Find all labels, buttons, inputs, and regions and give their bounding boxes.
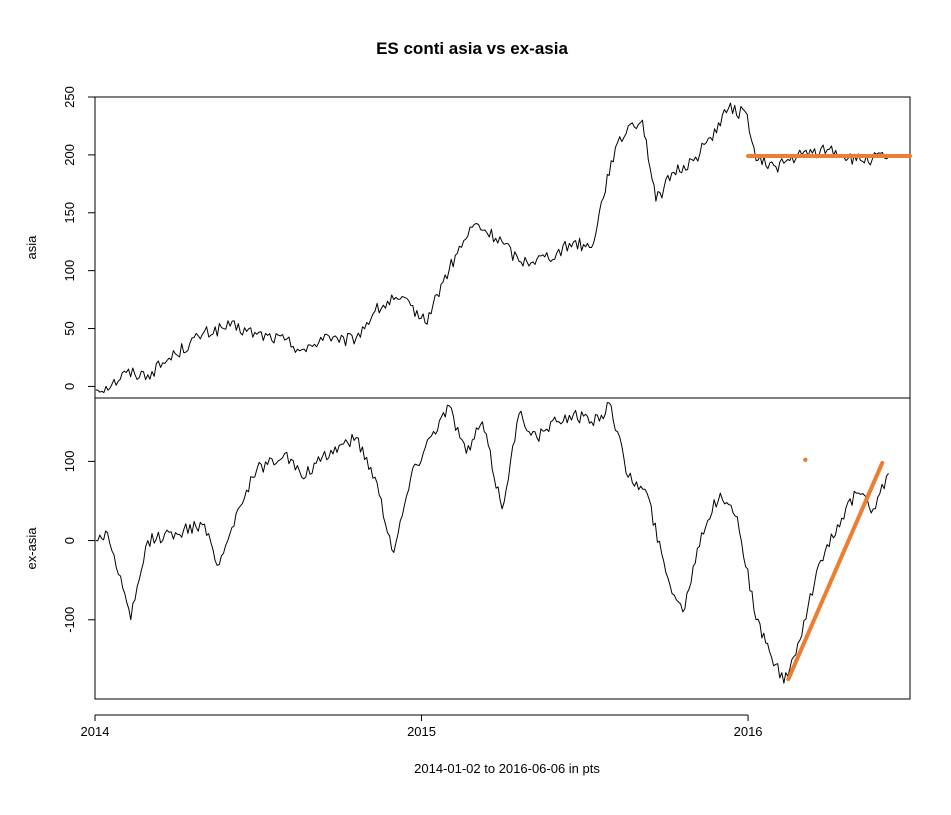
y-axis-label: ex-asia [24, 527, 39, 570]
series-line [95, 102, 889, 394]
panel-frame [94, 397, 911, 700]
x-tick-label: 2015 [407, 724, 436, 739]
series-line [95, 402, 889, 684]
y-tick-label: 100 [62, 451, 77, 473]
panel-ex-asia: -100 0 100 ex-asia [24, 397, 911, 700]
overlay-line [786, 460, 885, 682]
x-axis-label: 2014-01-02 to 2016-06-06 in pts [414, 761, 600, 776]
y-tick-label: 150 [62, 202, 77, 224]
panel-frame [94, 96, 911, 399]
y-tick-label: 200 [62, 144, 77, 166]
y-tick-label: 0 [62, 537, 77, 544]
y-tick-label: 250 [62, 86, 77, 108]
overlay-marker [803, 457, 808, 462]
x-tick-label: 2016 [734, 724, 763, 739]
chart-title: ES conti asia vs ex-asia [376, 39, 568, 58]
y-tick-label: -100 [62, 607, 77, 633]
plot-layer: 0 50 100 150 200 250 asia -100 0 100 ex-asia 2014 20… [24, 86, 912, 739]
x-tick-label: 2014 [81, 724, 110, 739]
y-axis-label: asia [24, 235, 39, 260]
panel-asia: 0 50 100 150 200 250 asia [24, 86, 912, 399]
y-tick-label: 0 [62, 383, 77, 390]
y-tick-label: 50 [62, 321, 77, 335]
y-tick-label: 100 [62, 260, 77, 282]
